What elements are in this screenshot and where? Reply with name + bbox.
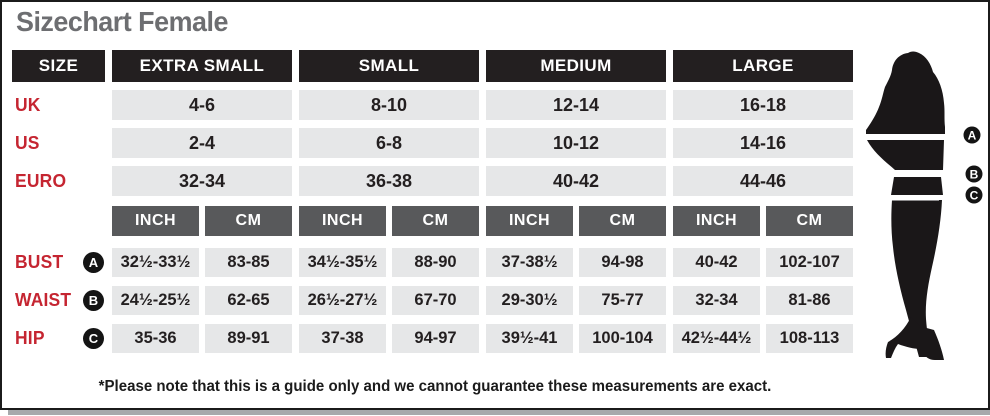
euro-extra-small-value: 32-34	[112, 166, 292, 196]
table-row-uk: UK 4-6 8-10 12-14 16-18	[12, 90, 860, 120]
figure-marker-c-circle	[965, 186, 983, 204]
unit-header-inch: INCH	[112, 206, 199, 236]
figure-marker-c-label: C	[970, 189, 979, 203]
group-header-medium: MEDIUM	[486, 50, 666, 82]
unit-header-cm: CM	[766, 206, 853, 236]
bust-l-cm: 102-107	[766, 248, 853, 277]
figure-marker-b-circle	[965, 165, 983, 183]
unit-header-cm: CM	[205, 206, 292, 236]
us-small-value: 6-8	[299, 128, 479, 158]
us-extra-small-value: 2-4	[112, 128, 292, 158]
table-header-row: SIZE EXTRA SMALL SMALL MEDIUM LARGE	[12, 50, 860, 82]
bust-s-cm: 88-90	[392, 248, 479, 277]
euro-small-value: 36-38	[299, 166, 479, 196]
size-column-header: SIZE	[12, 50, 105, 82]
hip-m-cm: 100-104	[579, 324, 666, 353]
table-row-waist: WAIST B 24½-25½ 62-65 26½-27½ 67-70 29-3…	[12, 286, 860, 315]
figure-marker-b-label: B	[970, 168, 979, 182]
row-label-bust: BUST	[15, 252, 64, 272]
bust-line	[863, 134, 947, 140]
unit-header-inch: INCH	[673, 206, 760, 236]
marker-c-badge: C	[83, 328, 104, 349]
row-label-us: US	[15, 132, 40, 153]
footnote-text: *Please note that this is a guide only a…	[98, 378, 772, 395]
group-header-small: SMALL	[299, 50, 479, 82]
waist-xs-inch: 24½-25½	[112, 286, 199, 315]
row-label-hip: HIP	[15, 328, 45, 348]
waist-line	[888, 170, 945, 177]
table-row-hip: HIP C 35-36 89-91 37-38 94-97 39½-41 100…	[12, 324, 860, 353]
bust-s-inch: 34½-35½	[299, 248, 386, 277]
figure-marker-a-label: A	[968, 129, 977, 143]
bust-m-cm: 94-98	[579, 248, 666, 277]
row-label-waist: WAIST	[15, 290, 72, 310]
euro-large-value: 44-46	[673, 166, 853, 196]
uk-medium-value: 12-14	[486, 90, 666, 120]
hip-s-inch: 37-38	[299, 324, 386, 353]
hip-s-cm: 94-97	[392, 324, 479, 353]
waist-m-inch: 29-30½	[486, 286, 573, 315]
hip-l-inch: 42½-44½	[673, 324, 760, 353]
hip-xs-cm: 89-91	[205, 324, 292, 353]
unit-header-inch: INCH	[486, 206, 573, 236]
bust-m-inch: 37-38½	[486, 248, 573, 277]
table-row-us: US 2-4 6-8 10-12 14-16	[12, 128, 860, 158]
euro-medium-value: 40-42	[486, 166, 666, 196]
group-header-large: LARGE	[673, 50, 853, 82]
marker-a-badge: A	[83, 252, 104, 273]
row-label-euro: EURO	[15, 170, 67, 191]
table-row-euro: EURO 32-34 36-38 40-42 44-46	[12, 166, 860, 196]
unit-header-inch: INCH	[299, 206, 386, 236]
uk-extra-small-value: 4-6	[112, 90, 292, 120]
female-silhouette-icon: A B C	[863, 51, 983, 360]
figure-marker-a-circle	[963, 126, 981, 144]
table-row-bust: BUST A 32½-33½ 83-85 34½-35½ 88-90 37-38…	[12, 248, 860, 277]
unit-header-cm: CM	[579, 206, 666, 236]
size-table: SIZE EXTRA SMALL SMALL MEDIUM LARGE UK 4…	[12, 50, 860, 353]
bust-xs-inch: 32½-33½	[112, 248, 199, 277]
row-label-uk: UK	[15, 94, 41, 115]
unit-header-row: INCH CM INCH CM INCH CM INCH CM	[12, 206, 860, 236]
waist-m-cm: 75-77	[579, 286, 666, 315]
marker-b-badge: B	[83, 290, 104, 311]
unit-header-cm: CM	[392, 206, 479, 236]
waist-l-inch: 32-34	[673, 286, 760, 315]
us-large-value: 14-16	[673, 128, 853, 158]
us-medium-value: 10-12	[486, 128, 666, 158]
hip-xs-inch: 35-36	[112, 324, 199, 353]
uk-large-value: 16-18	[673, 90, 853, 120]
hip-line	[889, 195, 939, 201]
page-title: Sizechart Female	[16, 6, 228, 37]
hip-l-cm: 108-113	[766, 324, 853, 353]
uk-small-value: 8-10	[299, 90, 479, 120]
waist-s-cm: 67-70	[392, 286, 479, 315]
waist-l-cm: 81-86	[766, 286, 853, 315]
female-silhouette-figure: A B C	[855, 27, 990, 372]
bottom-shadow-bar	[8, 410, 990, 415]
waist-s-inch: 26½-27½	[299, 286, 386, 315]
waist-xs-cm: 62-65	[205, 286, 292, 315]
bust-xs-cm: 83-85	[205, 248, 292, 277]
hip-m-inch: 39½-41	[486, 324, 573, 353]
bust-l-inch: 40-42	[673, 248, 760, 277]
group-header-extra-small: EXTRA SMALL	[112, 50, 292, 82]
